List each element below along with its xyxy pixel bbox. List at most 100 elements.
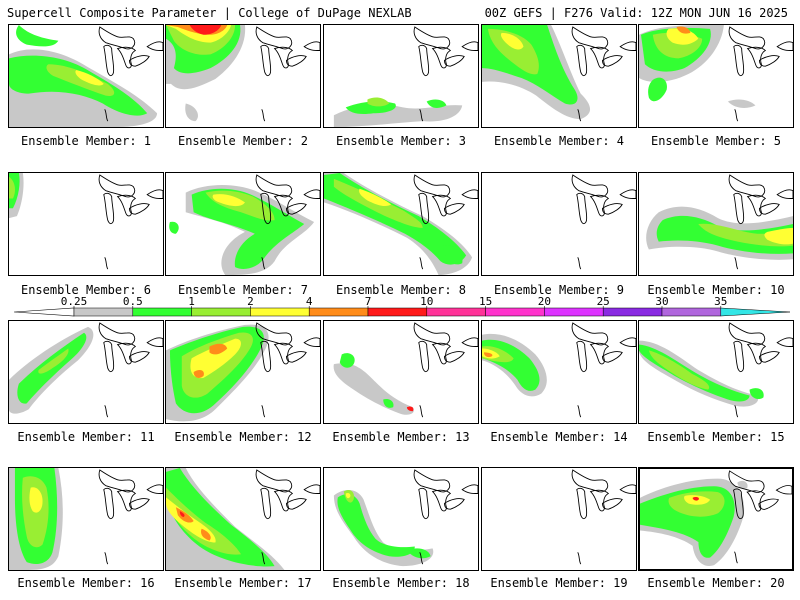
color-scale-svg: 0.25 0.5 1 2 4 7 10 15 20 25 30 35 — [14, 296, 790, 317]
great-lakes-outline — [413, 469, 451, 493]
great-lakes-outline — [413, 174, 451, 198]
great-lakes-outline — [758, 351, 780, 363]
great-lakes-outline — [260, 340, 272, 373]
great-lakes-outline — [758, 203, 780, 215]
ensemble-member-label: Ensemble Member: 7 — [177, 283, 309, 297]
member-map-svg — [324, 173, 478, 275]
great-lakes-outline — [776, 189, 793, 199]
colorbar-segment — [661, 307, 722, 317]
great-lakes-outline — [733, 340, 745, 373]
ensemble-member-map — [638, 24, 794, 128]
great-lakes-outline — [146, 41, 163, 51]
ensemble-member-label: Ensemble Member: 17 — [174, 576, 312, 590]
coastline-outline — [419, 552, 424, 565]
scp-contour-fill — [367, 97, 390, 107]
great-lakes-outline — [733, 192, 745, 225]
great-lakes-outline — [728, 174, 766, 198]
scp-contour-fill — [406, 548, 431, 559]
map-title: Supercell Composite Parameter | College … — [7, 6, 412, 20]
great-lakes-outline — [461, 41, 478, 51]
scp-contour-fill — [189, 25, 222, 35]
coastline-outline — [734, 405, 739, 418]
great-lakes-outline — [746, 194, 767, 217]
scp-contour-fill — [191, 188, 305, 269]
ensemble-member-label: Ensemble Member: 11 — [17, 430, 155, 444]
great-lakes-outline — [461, 337, 478, 347]
great-lakes-outline — [285, 351, 307, 363]
scp-contour-fill — [698, 223, 793, 247]
valid-time-label: 00Z GEFS | F276 Valid: 12Z MON JUN 16 20… — [484, 6, 788, 20]
coastline-outline — [734, 109, 739, 122]
colorbar-tick-label: 0.5 — [123, 296, 143, 308]
great-lakes-outline — [413, 26, 451, 50]
member-map-svg — [482, 25, 636, 122]
great-lakes-outline — [146, 189, 163, 199]
ensemble-member-map — [165, 172, 321, 276]
colorbar-segment — [308, 307, 369, 317]
ensemble-member-label: Ensemble Member: 19 — [490, 576, 628, 590]
ensemble-member-label: Ensemble Member: 13 — [332, 430, 470, 444]
great-lakes-outline — [128, 203, 150, 215]
ensemble-member-map — [638, 172, 794, 276]
great-lakes-outline — [619, 41, 636, 51]
great-lakes-outline — [418, 44, 430, 77]
great-lakes-outline — [776, 41, 793, 51]
scp-contour-fill — [727, 99, 756, 108]
ensemble-member-map — [323, 24, 479, 128]
ensemble-member-map — [481, 467, 637, 571]
colorbar-tick-label: 7 — [365, 296, 372, 308]
scp-contour-fill — [75, 70, 104, 86]
scp-contour-fill — [692, 497, 699, 501]
great-lakes-outline — [431, 489, 452, 512]
ensemble-member-map — [8, 172, 164, 276]
ensemble-member-label: Ensemble Member: 5 — [650, 134, 782, 148]
great-lakes-outline — [775, 485, 792, 495]
great-lakes-outline — [255, 26, 293, 50]
great-lakes-outline — [116, 342, 137, 365]
colorbar-tick-label: 35 — [714, 296, 727, 308]
scp-contour-fill — [209, 343, 228, 355]
colorbar-tick-label: 0.25 — [61, 296, 88, 308]
member-map-svg — [166, 468, 320, 570]
colorbar-tick-label: 10 — [420, 296, 433, 308]
great-lakes-outline — [746, 490, 766, 512]
great-lakes-outline — [619, 484, 636, 494]
member-map-svg — [571, 469, 636, 565]
coastline-outline — [419, 257, 424, 270]
ensemble-member-map — [323, 172, 479, 276]
ensemble-member-label: Ensemble Member: 12 — [174, 430, 312, 444]
scp-contour-fill — [175, 507, 194, 523]
ensemble-member-label: Ensemble Member: 8 — [335, 283, 467, 297]
colorbar-segment — [132, 307, 192, 317]
ensemble-member-map — [165, 467, 321, 571]
great-lakes-outline — [431, 342, 452, 365]
great-lakes-outline — [746, 46, 767, 69]
ensemble-member-map — [323, 467, 479, 571]
scp-contour-fill — [337, 494, 415, 557]
coastline-outline — [104, 405, 109, 418]
great-lakes-outline — [103, 340, 115, 373]
great-lakes-outline — [255, 469, 293, 493]
scp-contour-fill — [193, 369, 204, 378]
great-lakes-outline — [619, 189, 636, 199]
great-lakes-outline — [758, 498, 779, 510]
colorbar-tick-label: 15 — [479, 296, 492, 308]
scp-contour-fill — [500, 32, 524, 50]
ensemble-member-map — [481, 172, 637, 276]
scp-contour-fill — [38, 348, 69, 374]
member-map-svg — [333, 469, 478, 567]
ensemble-member-map — [481, 320, 637, 424]
great-lakes-outline — [98, 174, 136, 198]
great-lakes-outline — [571, 322, 609, 346]
great-lakes-outline — [285, 203, 307, 215]
great-lakes-outline — [260, 487, 272, 520]
colorbar-segment — [367, 307, 428, 317]
great-lakes-outline — [285, 55, 307, 67]
coastline-outline — [261, 405, 266, 418]
scp-contour-fill — [169, 221, 179, 234]
colorbar-tick-label: 30 — [655, 296, 668, 308]
great-lakes-outline — [589, 342, 610, 365]
coastline-outline — [577, 257, 582, 270]
great-lakes-outline — [601, 498, 623, 510]
scp-contour-fill — [442, 245, 463, 265]
